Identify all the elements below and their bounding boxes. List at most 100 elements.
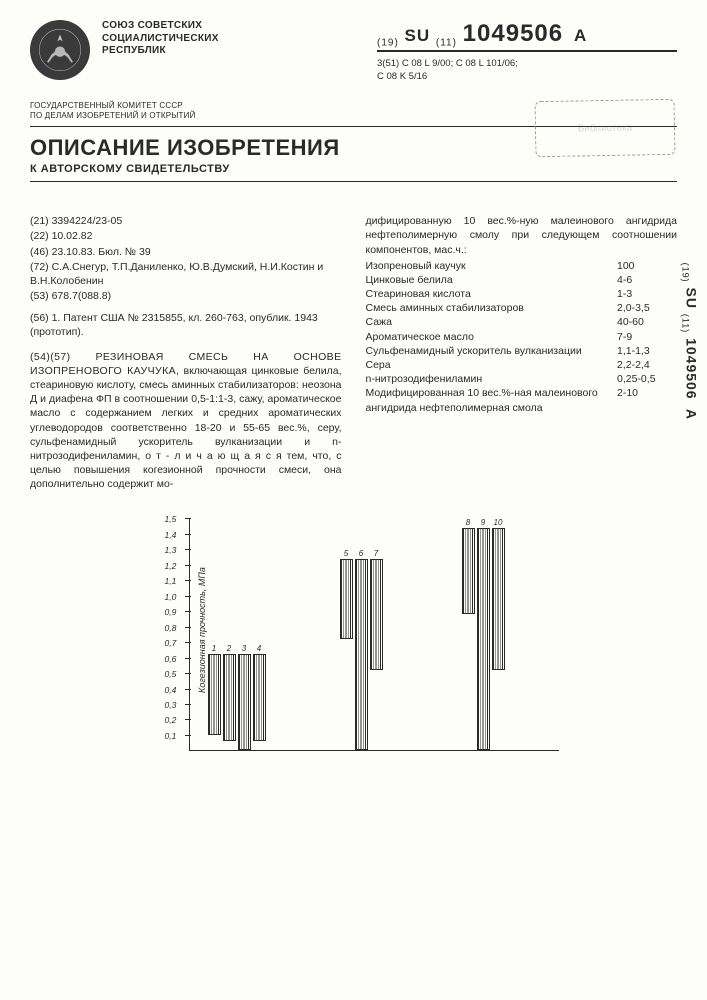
chart-bar-rect (355, 559, 368, 751)
component-label: Сера (366, 358, 608, 372)
chart-bar: 1 (208, 654, 221, 734)
side-publication-code: (19) SU (11) 1049506 A (680, 263, 699, 420)
chart-ytick: 1,5 (165, 514, 177, 524)
chart-ytick: 0,3 (165, 700, 177, 710)
component-label: Цинковые белила (366, 273, 608, 287)
component-label: Стеариновая кислота (366, 287, 608, 301)
chart-bar-label: 3 (242, 645, 246, 654)
pub-kind: A (574, 26, 587, 45)
chart-ytick: 0,6 (165, 654, 177, 664)
body-columns: (21) 3394224/23-05 (22) 10.02.82 (46) 23… (30, 214, 677, 491)
biblio-22: (22) 10.02.82 (30, 229, 342, 243)
component-label: Изопреновый каучук (366, 259, 608, 273)
library-stamp: Библиотека (535, 99, 676, 157)
chart-bar: 10 (492, 528, 505, 670)
chart-ytick: 0,7 (165, 638, 177, 648)
chart-bar-label: 4 (257, 645, 261, 654)
component-label: Сажа (366, 315, 608, 329)
chart-bar: 3 (238, 654, 251, 750)
component-value: 4-6 (607, 273, 677, 287)
rule-bottom (30, 181, 677, 182)
chart-bar-group: 1234 (208, 654, 266, 750)
component-row: Стеариновая кислота1-3 (366, 287, 678, 301)
abstract-text-right: дифицированную 10 вес.%-ную малеинового … (366, 214, 678, 257)
component-value: 0,25-0,5 (607, 372, 677, 386)
chart-bar-rect (208, 654, 221, 734)
chart-ytick: 0,4 (165, 685, 177, 695)
chart-ytick: 0,8 (165, 623, 177, 633)
component-row: Ароматическое масло7-9 (366, 330, 678, 344)
chart-container: Когезионная прочность, МПа 0,10,20,30,40… (30, 505, 677, 755)
component-value: 2-10 (607, 386, 677, 414)
chart-ytick: 1,3 (165, 545, 177, 555)
cohesion-bar-chart: Когезионная прочность, МПа 0,10,20,30,40… (139, 505, 569, 755)
component-row: Сажа40-60 (366, 315, 678, 329)
component-value: 2,0-3,5 (607, 301, 677, 315)
component-value: 7-9 (607, 330, 677, 344)
pub-num: 1049506 (463, 20, 563, 47)
chart-bar-group: 567 (340, 559, 383, 751)
publication-number: (19) SU (11) 1049506 A (377, 20, 677, 52)
chart-ytick: 1,0 (165, 592, 177, 602)
ussr-emblem-icon (30, 20, 90, 80)
chart-bar-group: 8910 (462, 528, 505, 751)
component-row: Модифицированная 10 вес.%-ная малеиновог… (366, 386, 678, 414)
chart-bar-rect (477, 528, 490, 751)
sub-title: К АВТОРСКОМУ СВИДЕТЕЛЬСТВУ (30, 163, 677, 175)
chart-bar-label: 2 (227, 645, 231, 654)
component-label: n-нитрозодифениламин (366, 372, 608, 386)
side-kind: A (683, 409, 699, 420)
chart-bar-label: 6 (359, 549, 363, 558)
chart-bar: 2 (223, 654, 236, 741)
biblio-56: (56) 1. Патент США № 2315855, кл. 260-76… (30, 311, 342, 339)
chart-ytick: 0,1 (165, 731, 177, 741)
chart-bar-rect (492, 528, 505, 670)
pub-mid: (11) (436, 37, 457, 48)
pub-prefix: (19) (377, 37, 399, 48)
chart-bar-rect (223, 654, 236, 741)
abstract-code: (54)(57) (30, 351, 95, 363)
chart-bar-label: 9 (481, 518, 485, 527)
component-value: 1,1-1,3 (607, 344, 677, 358)
chart-bar-rect (238, 654, 251, 750)
chart-ytick: 0,9 (165, 607, 177, 617)
biblio-21: (21) 3394224/23-05 (30, 214, 342, 228)
component-label: Ароматическое масло (366, 330, 608, 344)
component-row: Сера2,2-2,4 (366, 358, 678, 372)
chart-bar-rect (340, 559, 353, 639)
components-table: Изопреновый каучук100Цинковые белила4-6С… (366, 259, 678, 415)
side-prefix: (19) (680, 263, 690, 283)
component-row: Смесь аминных стабилизаторов2,0-3,5 (366, 301, 678, 315)
chart-bar-label: 8 (466, 518, 470, 527)
chart-bar-label: 1 (212, 645, 216, 654)
chart-bar: 9 (477, 528, 490, 751)
chart-bar-rect (253, 654, 266, 741)
chart-bar-rect (370, 559, 383, 670)
chart-bar: 5 (340, 559, 353, 639)
ipc-prefix: 3(51) (377, 58, 399, 69)
right-column: дифицированную 10 вес.%-ную малеинового … (366, 214, 678, 491)
pub-cc: SU (405, 26, 431, 45)
chart-bar-label: 7 (374, 549, 378, 558)
component-label: Смесь аминных стабилизаторов (366, 301, 608, 315)
chart-ytick: 1,2 (165, 561, 177, 571)
chart-bar: 8 (462, 528, 475, 615)
chart-bar-rect (462, 528, 475, 615)
chart-bar: 7 (370, 559, 383, 670)
chart-bar-label: 10 (494, 518, 503, 527)
component-row: Цинковые белила4-6 (366, 273, 678, 287)
side-num: 1049506 (683, 338, 699, 400)
component-row: Сульфенамидный ускоритель вулканизации1,… (366, 344, 678, 358)
side-mid: (11) (680, 314, 690, 333)
chart-bar-label: 5 (344, 549, 348, 558)
biblio-53: (53) 678.7(088.8) (30, 289, 342, 303)
component-row: n-нитрозодифениламин0,25-0,5 (366, 372, 678, 386)
component-row: Изопреновый каучук100 (366, 259, 678, 273)
ipc-text: С 08 L 9/00; С 08 L 101/06; С 08 K 5/16 (377, 58, 518, 81)
biblio-46: (46) 23.10.83. Бюл. № 39 (30, 245, 342, 259)
chart-ytick: 0,5 (165, 669, 177, 679)
abstract-left: (54)(57) РЕЗИНОВАЯ СМЕСЬ НА ОСНОВЕ ИЗОПР… (30, 350, 342, 492)
chart-bar: 4 (253, 654, 266, 741)
chart-ytick: 1,1 (165, 576, 177, 586)
component-value: 40-60 (607, 315, 677, 329)
